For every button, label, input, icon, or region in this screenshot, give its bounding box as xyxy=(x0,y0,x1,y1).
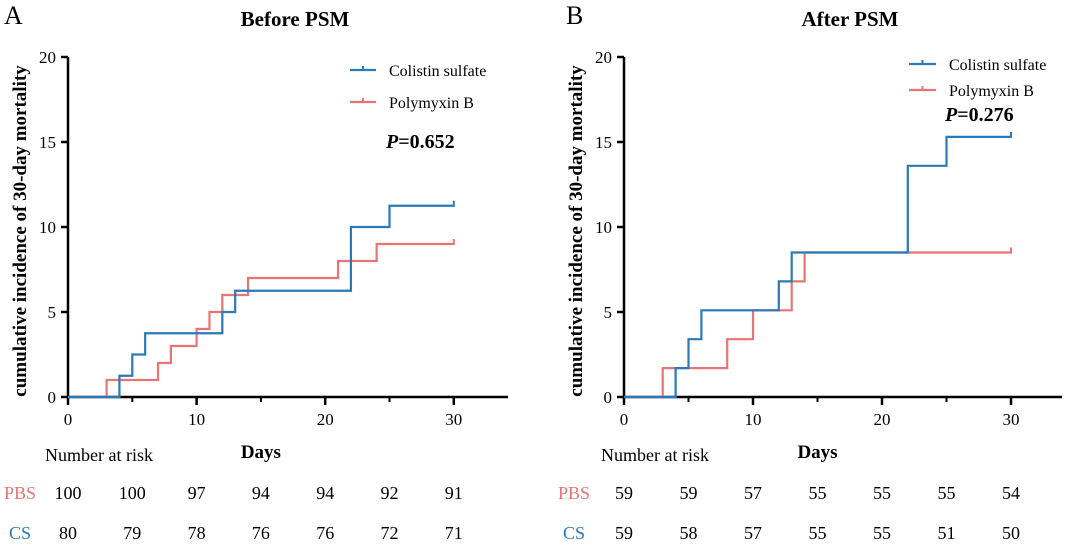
risk-cell: 100 xyxy=(55,483,82,503)
series-pbs-step-curve xyxy=(624,251,1011,399)
legend: Colistin sulfate Polymyxin B xyxy=(350,63,486,112)
legend-label-cs: Colistin sulfate xyxy=(389,63,486,80)
y-tick-label: 15 xyxy=(39,133,56,152)
risk-cell: 55 xyxy=(873,483,891,503)
y-tick-label: 5 xyxy=(604,303,613,322)
risk-cell: 100 xyxy=(119,483,146,503)
risk-cell: 55 xyxy=(938,483,956,503)
y-tick-label: 5 xyxy=(48,303,57,322)
risk-cell: 55 xyxy=(809,483,827,503)
x-axis-label: Days xyxy=(797,442,837,463)
y-tick-label: 10 xyxy=(39,218,56,237)
p-value: P=0.276 xyxy=(944,104,1014,126)
x-tick-label: 30 xyxy=(1003,410,1020,429)
series-cs-step-curve xyxy=(68,204,454,399)
risk-cell: 59 xyxy=(615,483,633,503)
y-tick-label: 20 xyxy=(595,48,612,67)
risk-cell: 91 xyxy=(445,483,463,503)
risk-cell: 76 xyxy=(252,523,270,543)
x-tick-label: 10 xyxy=(188,410,205,429)
risk-cell: 57 xyxy=(744,523,762,543)
p-value-symbol: P xyxy=(944,104,958,126)
x-tick-label: 0 xyxy=(64,410,73,429)
x-axis-label: Days xyxy=(241,442,281,463)
chart-panel-a: A Before PSM 0 5 10 15 20 0 10 20 30 Days cumulative… xyxy=(4,1,508,543)
risk-cell: 78 xyxy=(188,523,206,543)
risk-table: Number at risk PBS 59 59 57 55 55 55 54 CS 59 58 57 5… xyxy=(558,445,1020,543)
risk-cell: 51 xyxy=(938,523,956,543)
risk-cell: 58 xyxy=(680,523,698,543)
risk-cell: 59 xyxy=(680,483,698,503)
y-tick-label: 0 xyxy=(604,388,613,407)
risk-cell: 55 xyxy=(809,523,827,543)
risk-cell: 54 xyxy=(1002,483,1020,503)
risk-table-title: Number at risk xyxy=(45,445,153,465)
risk-cell: 71 xyxy=(445,523,463,543)
y-tick-label: 0 xyxy=(48,388,57,407)
risk-table: Number at risk PBS 100 100 97 94 94 92 91 CS 80 79 7… xyxy=(4,445,463,543)
x-tick-label: 20 xyxy=(874,410,891,429)
p-value: P=0.652 xyxy=(385,131,455,153)
risk-cell: 76 xyxy=(316,523,334,543)
risk-row-label-pbs: PBS xyxy=(4,483,36,503)
x-tick-label: 20 xyxy=(317,410,334,429)
risk-cell: 57 xyxy=(744,483,762,503)
risk-cell: 92 xyxy=(381,483,399,503)
risk-row-label-cs: CS xyxy=(9,523,31,543)
risk-table-title: Number at risk xyxy=(601,445,709,465)
series-pbs-step-curve xyxy=(68,242,454,399)
y-tick-label: 20 xyxy=(39,48,56,67)
legend-label-cs: Colistin sulfate xyxy=(949,57,1046,74)
chart-title: Before PSM xyxy=(241,7,350,31)
p-value-number: =0.276 xyxy=(957,104,1013,126)
y-axis-label: cumulative incidence of 30-day mortality xyxy=(566,65,587,397)
chart-title: After PSM xyxy=(802,7,899,31)
p-value-symbol: P xyxy=(385,131,399,153)
legend-label-pbs: Polymyxin B xyxy=(949,83,1034,100)
risk-cell: 94 xyxy=(316,483,334,503)
risk-cell: 55 xyxy=(873,523,891,543)
risk-row-label-cs: CS xyxy=(563,523,585,543)
risk-cell: 59 xyxy=(615,523,633,543)
chart-panel-b: B After PSM 0 5 10 15 20 0 10 20 30 Days cumulative … xyxy=(558,1,1062,543)
risk-row-label-pbs: PBS xyxy=(558,483,590,503)
x-tick-label: 10 xyxy=(745,410,762,429)
y-axis-label: cumulative incidence of 30-day mortality xyxy=(10,65,31,397)
risk-cell: 80 xyxy=(59,523,77,543)
risk-cell: 50 xyxy=(1002,523,1020,543)
risk-cell: 79 xyxy=(123,523,141,543)
y-tick-label: 10 xyxy=(595,218,612,237)
x-tick-label: 0 xyxy=(620,410,629,429)
y-tick-label: 15 xyxy=(595,133,612,152)
x-tick-label: 30 xyxy=(445,410,462,429)
panel-letter: B xyxy=(566,1,583,30)
risk-cell: 72 xyxy=(381,523,399,543)
risk-cell: 94 xyxy=(252,483,270,503)
p-value-number: =0.652 xyxy=(398,131,454,153)
series-cs-step-curve xyxy=(624,135,1011,399)
panel-letter: A xyxy=(4,1,23,30)
risk-cell: 97 xyxy=(188,483,206,503)
legend: Colistin sulfate Polymyxin B xyxy=(909,57,1046,100)
legend-label-pbs: Polymyxin B xyxy=(389,95,474,112)
